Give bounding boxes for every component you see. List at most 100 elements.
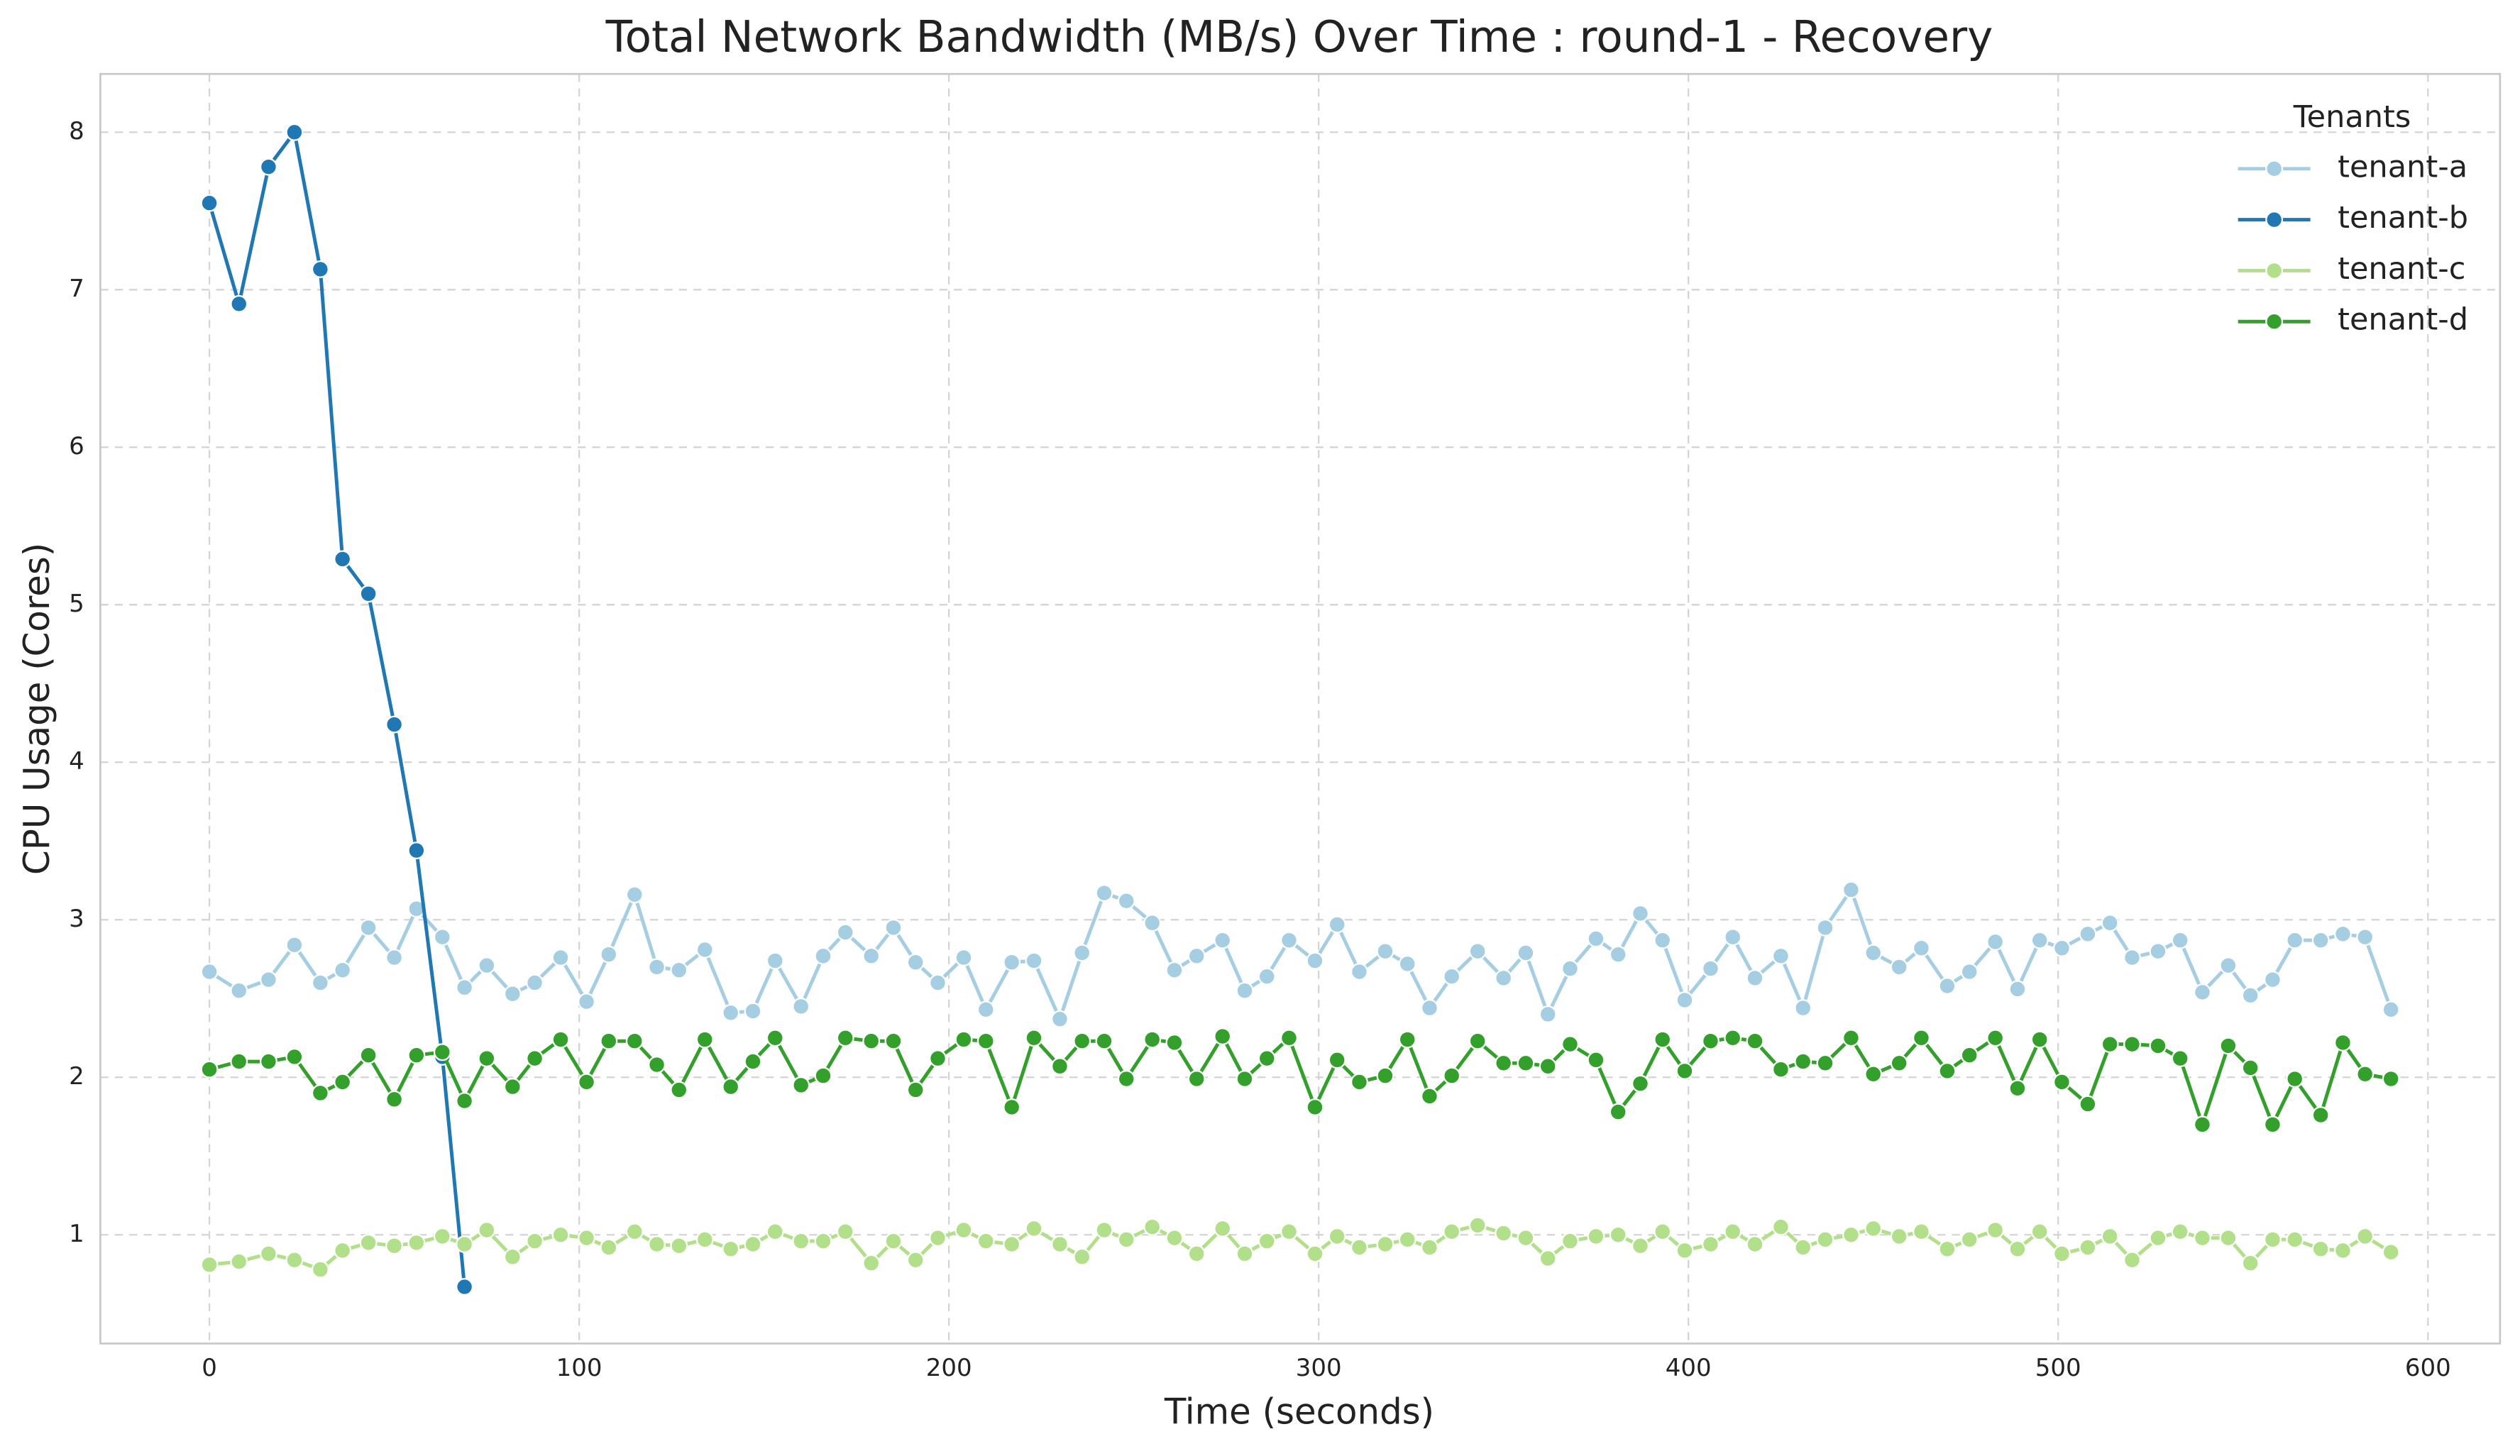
point-marker [1117,1070,1135,1088]
point-marker [311,974,329,992]
point-marker [1025,952,1043,970]
point-marker [1561,959,1579,978]
point-marker [670,1237,688,1255]
point-marker [2171,1223,2189,1241]
point-marker [1654,931,1672,949]
point-marker [1632,1074,1649,1093]
point-marker [1746,1235,1764,1254]
point-marker [2030,1223,2049,1241]
point-marker [1443,967,1461,986]
point-marker [1258,1232,1276,1250]
point-marker [600,1238,618,1257]
point-marker [285,1251,304,1269]
point-marker [2311,931,2330,949]
point-marker [766,1223,784,1241]
point-marker [1864,1065,1883,1083]
point-marker [1890,958,1908,976]
point-marker [1306,1098,1324,1116]
point-marker [1702,1235,1720,1254]
point-marker [976,1032,995,1050]
point-marker [2123,1035,2141,1054]
point-marker [230,981,248,1000]
point-marker [1421,999,1438,1017]
point-marker [407,1233,426,1252]
y-tick-label: 2 [69,1062,84,1091]
point-marker [1025,1029,1043,1047]
point-marker [1443,1223,1461,1241]
point-marker [1095,884,1113,903]
point-marker [2101,914,2119,932]
point-marker [1539,1250,1557,1268]
point-marker [1350,1238,1368,1257]
point-marker [836,1029,854,1047]
point-marker [456,978,474,997]
point-marker [526,1049,544,1068]
point-marker [1561,1232,1579,1250]
point-marker [648,958,666,976]
point-marker [551,1030,570,1049]
point-marker [1443,1066,1461,1085]
point-marker [1654,1223,1672,1241]
x-tick-label: 600 [2405,1354,2451,1382]
point-marker [1280,1223,1298,1241]
point-marker [359,1233,378,1252]
point-marker [1517,1054,1535,1072]
point-marker [929,974,947,992]
point-marker [648,1235,666,1254]
point-marker [259,158,277,176]
point-marker [2241,1059,2260,1077]
point-marker [1912,939,1930,957]
point-marker [1654,1030,1672,1049]
point-marker [884,1232,903,1250]
point-marker [2052,939,2071,957]
point-marker [1003,953,1021,971]
point-marker [1003,1235,1021,1254]
point-marker [2286,1230,2304,1249]
point-marker [1890,1054,1908,1072]
point-marker [2241,1254,2260,1272]
point-marker [2052,1245,2071,1263]
point-marker [836,1223,854,1241]
plot-frame [99,72,2502,1345]
point-marker [1587,1051,1605,1069]
point-marker [1816,1054,1834,1072]
point-marker [1187,1245,1206,1263]
point-marker [359,585,378,603]
point-marker [1025,1219,1043,1237]
point-marker [385,949,404,967]
point-marker [744,1052,762,1071]
point-marker [814,947,832,965]
point-marker [2263,971,2282,989]
point-marker [625,886,644,904]
grid [100,74,2500,1344]
point-marker [625,1223,644,1241]
series-group [200,123,2400,1296]
point-marker [2219,956,2238,975]
point-marker [2171,1049,2189,1068]
point-marker [862,947,881,965]
point-marker [385,715,404,734]
x-tick-label: 200 [926,1354,972,1382]
point-marker [311,260,329,278]
point-marker [1350,1073,1368,1091]
point-marker [1143,1030,1162,1049]
point-marker [1398,954,1416,973]
point-marker [976,1000,995,1019]
point-marker [1328,915,1346,934]
legend-label: tenant-d [2338,302,2468,338]
point-marker [334,1073,352,1091]
point-marker [1117,892,1135,910]
point-marker [1236,981,1254,1000]
point-marker [1398,1230,1416,1249]
point-marker [1676,1061,1694,1080]
point-marker [862,1032,881,1050]
point-marker [1816,1230,1834,1249]
point-marker [1772,1218,1790,1236]
point-marker [456,1092,474,1110]
y-tick-label: 3 [69,905,84,933]
point-marker [259,971,277,989]
point-marker [1236,1245,1254,1263]
point-marker [385,1237,404,1255]
y-tick-label: 1 [69,1220,84,1248]
